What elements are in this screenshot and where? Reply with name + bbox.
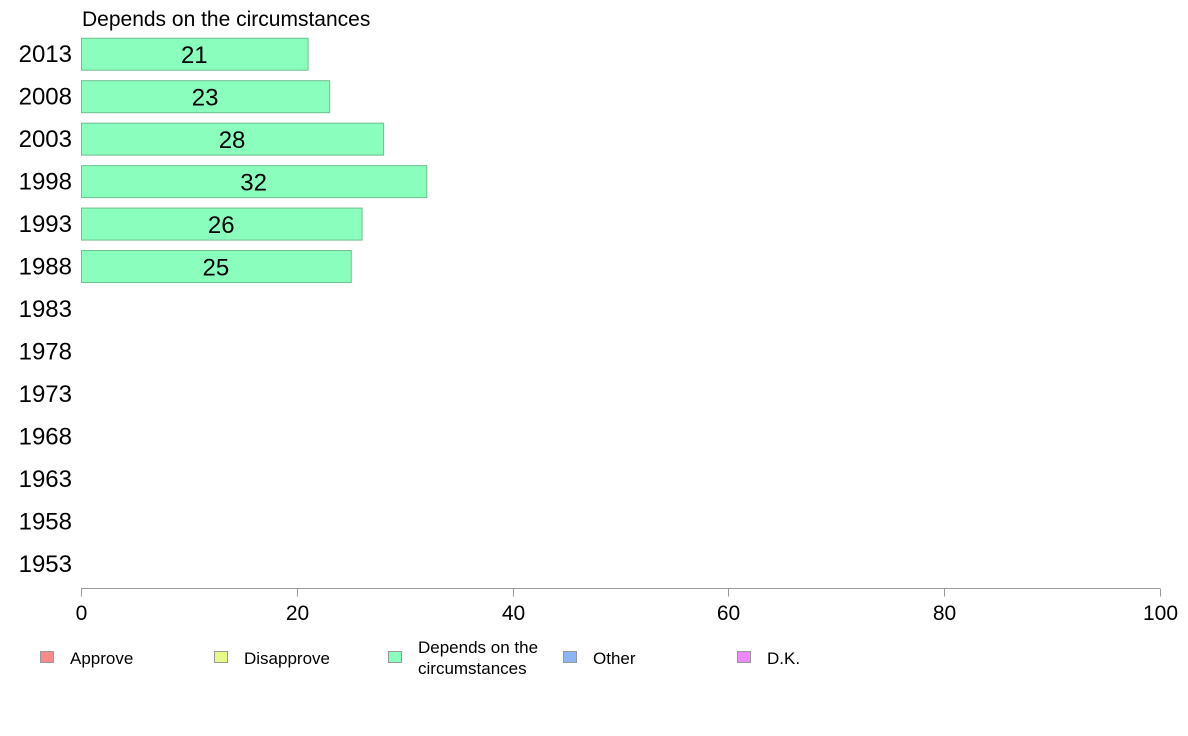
bar-1998 bbox=[81, 165, 428, 199]
bar-2003 bbox=[81, 122, 385, 156]
category-label-1963: 1963 bbox=[19, 466, 72, 493]
category-label-1998: 1998 bbox=[19, 169, 72, 196]
legend-item-3: Other bbox=[563, 649, 636, 668]
legend-item-0: Approve bbox=[40, 649, 133, 668]
x-tick-label-100: 100 bbox=[1143, 602, 1178, 625]
legend-item-1: Disapprove bbox=[214, 649, 330, 668]
bar-value-label-2003: 28 bbox=[219, 127, 246, 154]
legend-swatch bbox=[214, 651, 228, 663]
category-label-1973: 1973 bbox=[19, 381, 72, 408]
bar-value-label-2008: 23 bbox=[192, 85, 219, 112]
category-label-2003: 2003 bbox=[19, 126, 72, 153]
bar-1988 bbox=[81, 250, 352, 284]
x-tick-label-20: 20 bbox=[286, 602, 309, 625]
category-label-2008: 2008 bbox=[19, 84, 72, 111]
legend-label-line: Depends on the bbox=[418, 638, 538, 657]
legend-label: Approve bbox=[70, 649, 133, 668]
category-label-1988: 1988 bbox=[19, 254, 72, 281]
legend-swatch bbox=[563, 651, 577, 663]
x-axis: 0 20 40 60 80 100 bbox=[76, 588, 1178, 625]
category-label-1958: 1958 bbox=[19, 508, 72, 535]
panel-title: Depends on the circumstances bbox=[82, 8, 370, 31]
x-tick-label-0: 0 bbox=[76, 602, 88, 625]
category-label-2013: 2013 bbox=[19, 41, 72, 68]
legend-label: D.K. bbox=[767, 649, 800, 668]
legend-item-2: Depends on the circumstances bbox=[388, 638, 538, 678]
bar-value-label-1988: 25 bbox=[203, 255, 230, 282]
category-label-1978: 1978 bbox=[19, 338, 72, 365]
legend-item-4: D.K. bbox=[737, 649, 800, 668]
x-tick-label-80: 80 bbox=[933, 602, 956, 625]
category-label-1983: 1983 bbox=[19, 296, 72, 323]
legend-label: Other bbox=[593, 649, 636, 668]
category-label-1993: 1993 bbox=[19, 211, 72, 238]
category-labels: 2013 2008 2003 1998 1993 1988 1983 1978 1973 1968… bbox=[19, 41, 72, 578]
legend: Approve Disapprove Depends on the circumsta… bbox=[40, 638, 800, 678]
category-label-1953: 1953 bbox=[19, 551, 72, 578]
bar-2013 bbox=[81, 37, 309, 71]
legend-label-line: circumstances bbox=[418, 659, 527, 678]
bar-1993 bbox=[81, 207, 363, 241]
legend-swatch bbox=[40, 651, 54, 663]
legend-label: Disapprove bbox=[244, 649, 330, 668]
bar-value-label-1993: 26 bbox=[208, 212, 235, 239]
category-label-1968: 1968 bbox=[19, 423, 72, 450]
x-tick-label-40: 40 bbox=[502, 602, 525, 625]
bar-value-label-1998: 32 bbox=[240, 170, 267, 197]
x-tick-label-60: 60 bbox=[717, 602, 740, 625]
legend-swatch bbox=[737, 651, 751, 663]
legend-label: Depends on the circumstances bbox=[418, 638, 538, 678]
legend-swatch bbox=[388, 651, 402, 663]
bar-2008 bbox=[81, 80, 331, 114]
bar-value-label-2013: 21 bbox=[181, 42, 208, 69]
